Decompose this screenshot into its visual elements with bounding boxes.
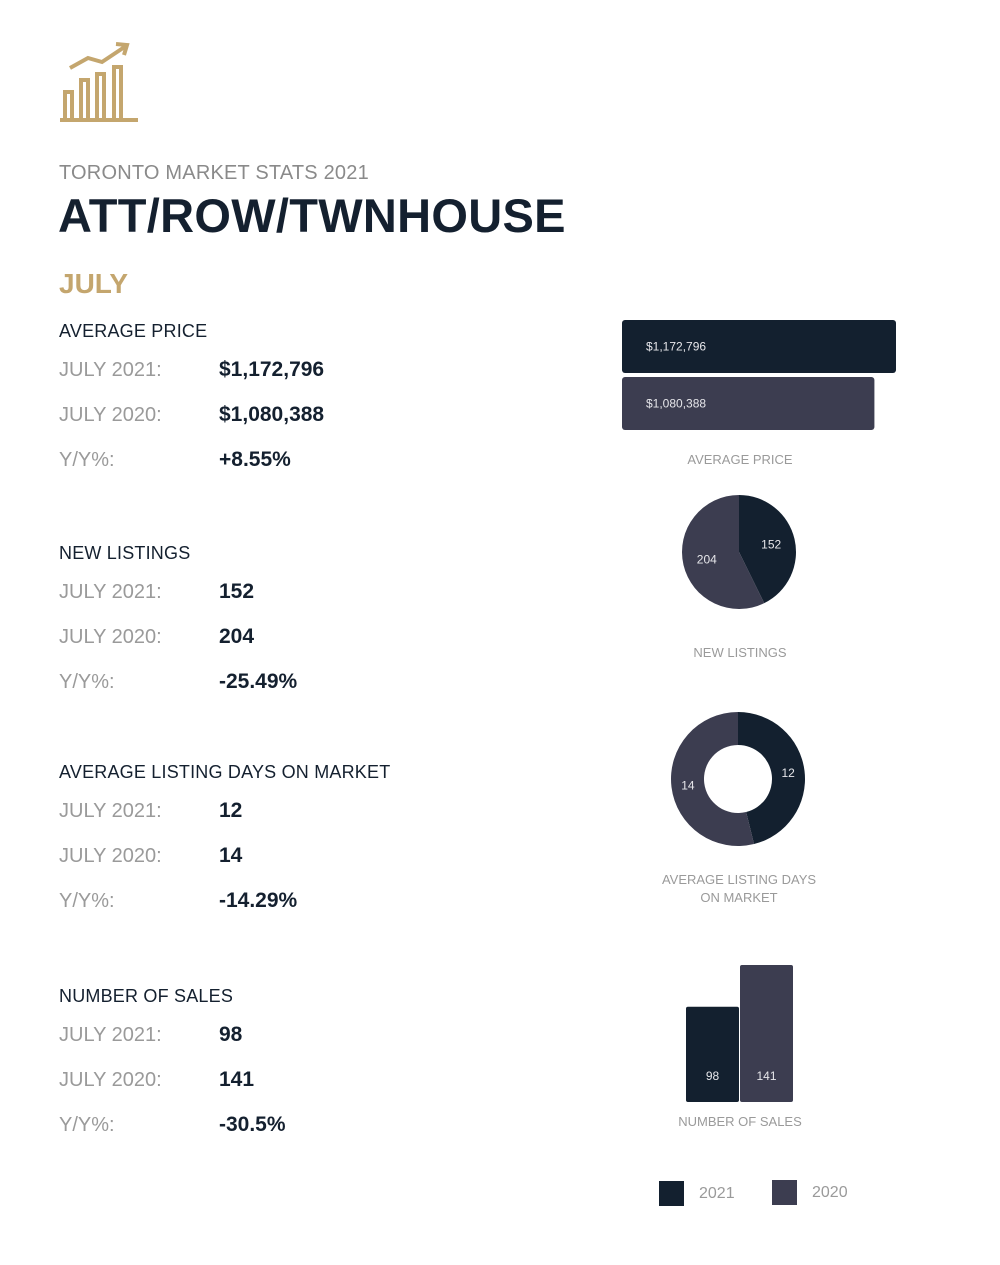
month-heading: JULY <box>59 268 129 299</box>
stat-value: 98 <box>219 1023 243 1046</box>
stat-label: JULY 2021: <box>59 1024 162 1046</box>
new-listings-chart-caption: NEW LISTINGS <box>693 645 787 660</box>
days-on-market-chart-caption: AVERAGE LISTING DAYS ON MARKET <box>661 872 817 905</box>
stat-row: JULY 2020: 204 <box>59 625 539 670</box>
legend-swatch <box>659 1181 684 1206</box>
stat-row: Y/Y%: +8.55% <box>59 448 539 493</box>
stat-label: JULY 2020: <box>59 626 162 648</box>
stat-label: Y/Y%: <box>59 671 115 693</box>
section-title: AVERAGE LISTING DAYS ON MARKET <box>59 762 391 782</box>
section-title: AVERAGE PRICE <box>59 321 208 341</box>
days-on-market-donut-chart: 12 14 <box>671 712 805 846</box>
stat-label: Y/Y%: <box>59 890 115 912</box>
stat-value: $1,080,388 <box>219 403 325 426</box>
bar-value-label: 98 <box>706 1069 720 1083</box>
stat-row: JULY 2021: 98 <box>59 1023 539 1068</box>
slice-value-label: 204 <box>697 553 717 567</box>
slice-2020 <box>682 495 765 609</box>
stat-label: JULY 2021: <box>59 359 162 381</box>
stat-label: Y/Y%: <box>59 449 115 471</box>
stat-row: JULY 2021: 152 <box>59 580 539 625</box>
new-listings-pie-chart: 152 204 <box>682 495 796 609</box>
number-of-sales-bar-chart: 98 141 <box>686 965 793 1102</box>
average-price-section: AVERAGE PRICE JULY 2021: $1,172,796 JULY… <box>59 321 539 493</box>
legend-item-2020: 2020 <box>772 1180 848 1205</box>
stat-label: Y/Y%: <box>59 1114 115 1136</box>
stat-row: JULY 2021: $1,172,796 <box>59 358 539 403</box>
stat-value: +8.55% <box>219 448 291 471</box>
stat-row: JULY 2020: 14 <box>59 844 539 889</box>
bar-2020 <box>740 965 793 1102</box>
stat-row: Y/Y%: -25.49% <box>59 670 539 715</box>
bar-value-label: $1,080,388 <box>646 397 706 411</box>
stat-row: Y/Y%: -30.5% <box>59 1113 539 1158</box>
legend-swatch <box>772 1180 797 1205</box>
stat-row: JULY 2020: $1,080,388 <box>59 403 539 448</box>
bar-value-label: $1,172,796 <box>646 340 706 354</box>
stat-label: JULY 2020: <box>59 845 162 867</box>
page-title: ATT/ROW/TWNHOUSE <box>58 189 566 242</box>
legend-label: 2021 <box>699 1184 735 1202</box>
average-price-chart-caption: AVERAGE PRICE <box>687 452 793 467</box>
days-on-market-section: AVERAGE LISTING DAYS ON MARKET JULY 2021… <box>59 762 539 934</box>
bar-2021 <box>686 1006 739 1102</box>
average-price-bar-chart: $1,172,796 $1,080,388 <box>622 320 896 430</box>
bar-value-label: 141 <box>756 1069 776 1083</box>
legend-label: 2020 <box>812 1183 848 1201</box>
stat-row: Y/Y%: -14.29% <box>59 889 539 934</box>
number-of-sales-chart-caption: NUMBER OF SALES <box>678 1114 802 1129</box>
stat-value: 204 <box>219 625 255 648</box>
stat-label: JULY 2020: <box>59 404 162 426</box>
slice-2021 <box>739 495 796 604</box>
stat-value: 14 <box>219 844 243 867</box>
slice-value-label: 14 <box>681 778 695 792</box>
stat-label: JULY 2021: <box>59 581 162 603</box>
number-of-sales-section: NUMBER OF SALES JULY 2021: 98 JULY 2020:… <box>59 986 539 1158</box>
stat-row: JULY 2020: 141 <box>59 1068 539 1113</box>
bar-2020 <box>622 377 875 430</box>
slice-2020 <box>671 712 755 846</box>
new-listings-section: NEW LISTINGS JULY 2021: 152 JULY 2020: 2… <box>59 543 539 715</box>
stat-label: JULY 2020: <box>59 1069 162 1091</box>
legend-item-2021: 2021 <box>659 1181 735 1206</box>
stat-value: 152 <box>219 580 255 603</box>
bar-chart-growth-icon <box>60 42 138 122</box>
stat-value: 12 <box>219 799 243 822</box>
slice-2021 <box>738 712 805 845</box>
slice-value-label: 12 <box>781 766 795 780</box>
slice-value-label: 152 <box>761 538 781 552</box>
stat-value: -14.29% <box>219 889 298 912</box>
section-title: NEW LISTINGS <box>59 543 191 563</box>
section-title: NUMBER OF SALES <box>59 986 234 1006</box>
report-subtitle: TORONTO MARKET STATS 2021 <box>59 162 369 184</box>
bar-2021 <box>622 320 896 373</box>
stat-row: JULY 2021: 12 <box>59 799 539 844</box>
stat-value: 141 <box>219 1068 255 1091</box>
stat-label: JULY 2021: <box>59 800 162 822</box>
stat-value: $1,172,796 <box>219 358 325 381</box>
stat-value: -25.49% <box>219 670 298 693</box>
stat-value: -30.5% <box>219 1113 286 1136</box>
